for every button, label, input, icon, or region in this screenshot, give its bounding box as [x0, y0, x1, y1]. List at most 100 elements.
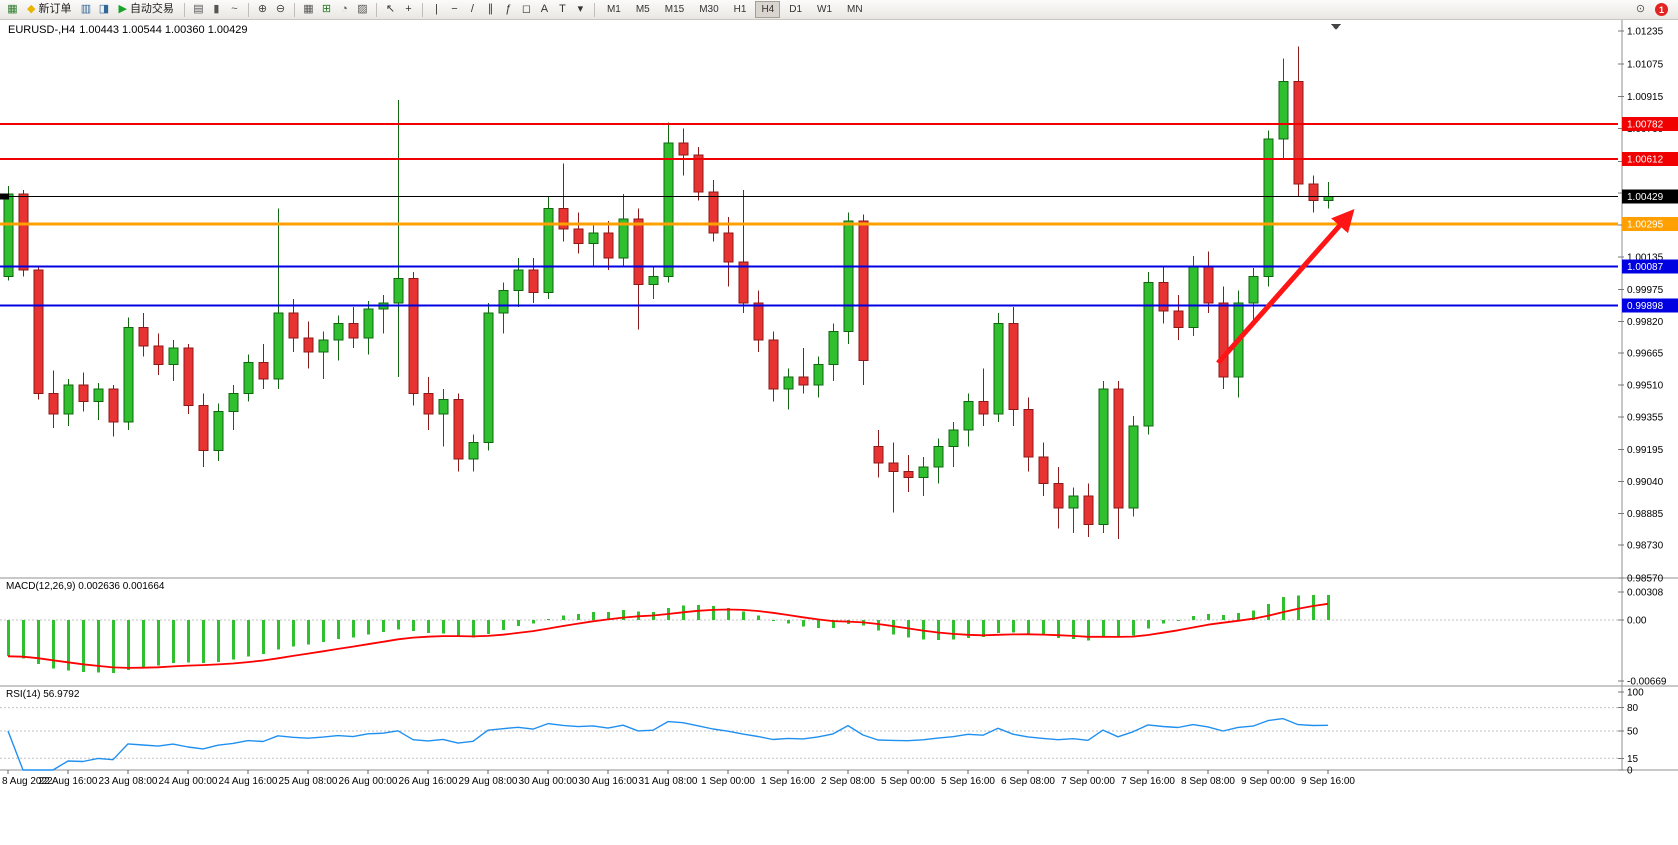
time-tick-label: 9 Sep 16:00: [1301, 776, 1355, 787]
crosshair-icon[interactable]: +: [405, 2, 412, 15]
timeframe-mn[interactable]: MN: [847, 4, 863, 15]
candle: [543, 196, 554, 299]
zoom-out-icon[interactable]: ⊖: [275, 2, 286, 15]
timeframe-h1[interactable]: H1: [733, 4, 747, 15]
candle: [843, 212, 854, 345]
trendline-icon[interactable]: /: [470, 2, 474, 15]
candle: [528, 257, 539, 303]
candle: [93, 383, 104, 420]
candle: [78, 372, 89, 412]
price-tick-label: 0.99665: [1627, 349, 1664, 360]
candle: [588, 224, 599, 267]
price-tick-label: 0.98730: [1627, 541, 1664, 552]
candlestick-chart-icon[interactable]: ▮: [213, 2, 220, 15]
candle: [828, 323, 839, 381]
time-tick-label: 5 Sep 00:00: [881, 776, 935, 787]
line-chart-icon[interactable]: ~: [231, 2, 238, 15]
timeframe-d1[interactable]: D1: [789, 4, 803, 15]
rsi-label: RSI(14) 56.9792: [6, 689, 80, 700]
time-tick-label: 1 Sep 00:00: [701, 776, 755, 787]
symbol-ohlc-info: EURUSD-,H4 1.00443 1.00544 1.00360 1.0042…: [8, 24, 251, 36]
candle: [1173, 294, 1184, 340]
timeframe-m5[interactable]: M5: [635, 4, 650, 15]
price-badge: [1622, 298, 1678, 313]
time-tick-label: 24 Aug 16:00: [219, 776, 278, 787]
equidistant-channel-icon[interactable]: ∥: [487, 2, 494, 15]
candle: [858, 214, 869, 386]
candle: [153, 333, 164, 375]
candle: [303, 321, 314, 369]
time-tick-label: 23 Aug 08:00: [99, 776, 158, 787]
timeframe-h4[interactable]: H4: [755, 1, 781, 18]
axis-frame: [0, 20, 1678, 771]
text-label-icon[interactable]: T: [559, 2, 566, 15]
price-tick-label: 0.99040: [1627, 477, 1664, 488]
bar-chart-icon[interactable]: ▤: [193, 2, 204, 15]
candle: [618, 194, 629, 267]
arrows-tool-icon[interactable]: ▾: [577, 2, 584, 15]
price-tick-label: 0.99820: [1627, 317, 1664, 328]
toolbar-separator: [593, 2, 595, 17]
candle: [918, 456, 929, 496]
candle: [498, 282, 509, 334]
macd-label: MACD(12,26,9) 0.002636 0.001664: [6, 581, 165, 592]
candle: [603, 220, 614, 271]
price-badge: [1622, 189, 1678, 204]
shapes-icon[interactable]: ◻: [521, 2, 531, 15]
text-icon[interactable]: A: [540, 2, 549, 15]
profiles-icon[interactable]: ▥: [80, 2, 92, 15]
market-watch-icon[interactable]: ◨: [98, 2, 110, 15]
indicators-icon[interactable]: ⊞: [321, 2, 332, 15]
candle: [483, 302, 494, 451]
time-tick-label: 29 Aug 08:00: [459, 776, 518, 787]
notification-badge[interactable]: 1: [1655, 3, 1668, 16]
trend-arrow-annotation[interactable]: [1216, 208, 1355, 365]
chart-shift-marker[interactable]: [1331, 24, 1341, 30]
fibonacci-icon[interactable]: ƒ: [505, 2, 512, 15]
time-tick-label: 30 Aug 00:00: [519, 776, 578, 787]
price-badge: [1622, 216, 1678, 231]
vertical-line-icon[interactable]: |: [435, 2, 438, 15]
candle: [1323, 181, 1334, 209]
candle: [453, 393, 464, 472]
candle: [393, 99, 404, 377]
tile-windows-icon[interactable]: ▦: [303, 2, 314, 15]
timeframe-w1[interactable]: W1: [817, 4, 833, 15]
macd-tick-label: 0.00: [1627, 616, 1647, 627]
search-icon[interactable]: ⊙: [1635, 2, 1646, 15]
time-tick-label: 22 Aug 16:00: [39, 776, 98, 787]
periods-icon[interactable]: ◔: [341, 2, 348, 15]
symbol-name: EURUSD-,H4: [8, 24, 76, 36]
timeframe-m30[interactable]: M30: [699, 4, 719, 15]
time-tick-label: 9 Sep 00:00: [1241, 776, 1295, 787]
zoom-in-icon[interactable]: ⊕: [257, 2, 268, 15]
horizontal-line-icon[interactable]: −: [451, 2, 458, 15]
candle: [123, 317, 134, 431]
time-tick-label: 25 Aug 08:00: [279, 776, 338, 787]
price-axis[interactable]: 1.012351.010751.009151.007601.006001.004…: [1618, 27, 1678, 585]
candle: [993, 313, 1004, 423]
cursor-icon[interactable]: ↖: [385, 2, 396, 15]
new-order-button[interactable]: ◆ 新订单: [22, 2, 76, 18]
price-chart[interactable]: 1.012351.010751.009151.007601.006001.004…: [0, 20, 1678, 845]
time-tick-label: 7 Sep 16:00: [1121, 776, 1175, 787]
candle: [678, 128, 689, 176]
autotrading-button[interactable]: ▶ 自动交易: [113, 2, 178, 18]
candle: [1113, 380, 1124, 540]
timeframe-m1[interactable]: M1: [606, 4, 621, 15]
timeframe-m15[interactable]: M15: [664, 4, 685, 15]
candle: [753, 290, 764, 353]
price-badge: [1622, 259, 1678, 274]
candle: [258, 344, 269, 390]
candle: [693, 146, 704, 201]
candle: [423, 376, 434, 431]
candle: [708, 179, 719, 242]
candle: [1098, 380, 1109, 533]
candle: [363, 300, 374, 355]
candle: [288, 298, 299, 353]
new-chart-icon[interactable]: ▦: [7, 2, 18, 15]
candle: [408, 272, 419, 406]
candle: [438, 389, 449, 447]
templates-icon[interactable]: ▨: [357, 2, 368, 15]
